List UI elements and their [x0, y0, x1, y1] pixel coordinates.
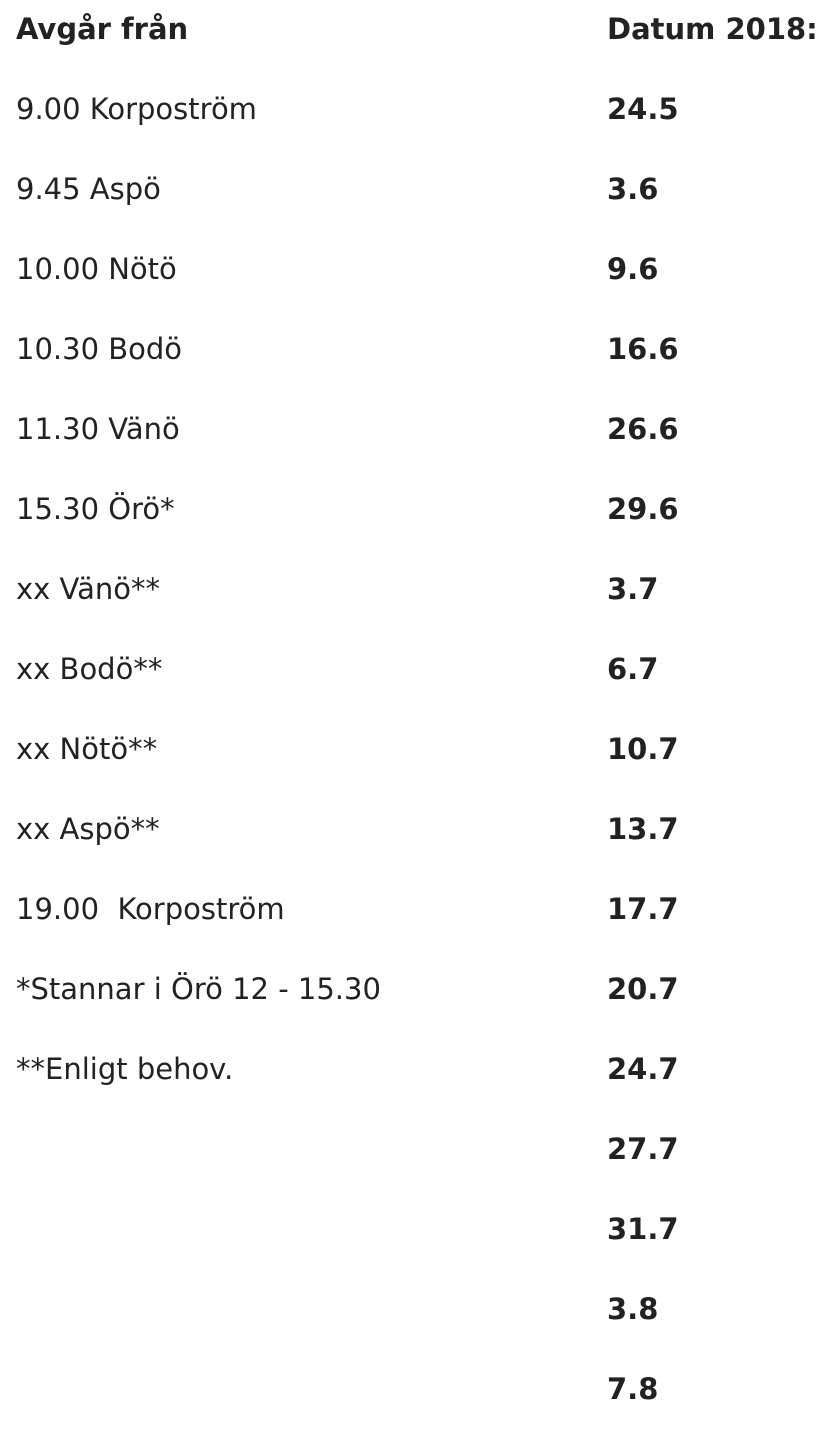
departure-item: xx Bodö**	[16, 652, 163, 686]
date-item: 31.7	[607, 1212, 679, 1246]
date-item: 16.6	[607, 332, 679, 366]
date-item: 6.7	[607, 652, 659, 686]
departure-item: 9.00 Korpoström	[16, 92, 257, 126]
date-item: 29.6	[607, 492, 679, 526]
date-item: 20.7	[607, 972, 679, 1006]
date-item: 3.7	[607, 572, 659, 606]
departure-item: xx Aspö**	[16, 812, 160, 846]
departure-item: xx Vänö**	[16, 572, 161, 606]
footnote-stop: *Stannar i Örö 12 - 15.30	[16, 972, 381, 1006]
departure-item: 10.30 Bodö	[16, 332, 183, 366]
departure-header: Avgår från	[16, 12, 189, 46]
date-item: 24.7	[607, 1052, 679, 1086]
date-item: 27.7	[607, 1132, 679, 1166]
footnote-on-demand: **Enligt behov.	[16, 1052, 234, 1086]
date-item: 10.7	[607, 732, 679, 766]
departure-item: 9.45 Aspö	[16, 172, 161, 206]
departure-item: 15.30 Örö*	[16, 492, 175, 526]
dates-header: Datum 2018:	[607, 12, 818, 46]
date-item: 26.6	[607, 412, 679, 446]
date-item: 9.6	[607, 252, 659, 286]
date-item: 24.5	[607, 92, 679, 126]
departure-item: 19.00 Korpoström	[16, 892, 285, 926]
date-item: 3.6	[607, 172, 659, 206]
date-item: 17.7	[607, 892, 679, 926]
departure-item: xx Nötö**	[16, 732, 158, 766]
date-item: 7.8	[607, 1372, 659, 1406]
date-item: 13.7	[607, 812, 679, 846]
departure-item: 11.30 Vänö	[16, 412, 180, 446]
date-item: 3.8	[607, 1292, 659, 1326]
departure-item: 10.00 Nötö	[16, 252, 177, 286]
